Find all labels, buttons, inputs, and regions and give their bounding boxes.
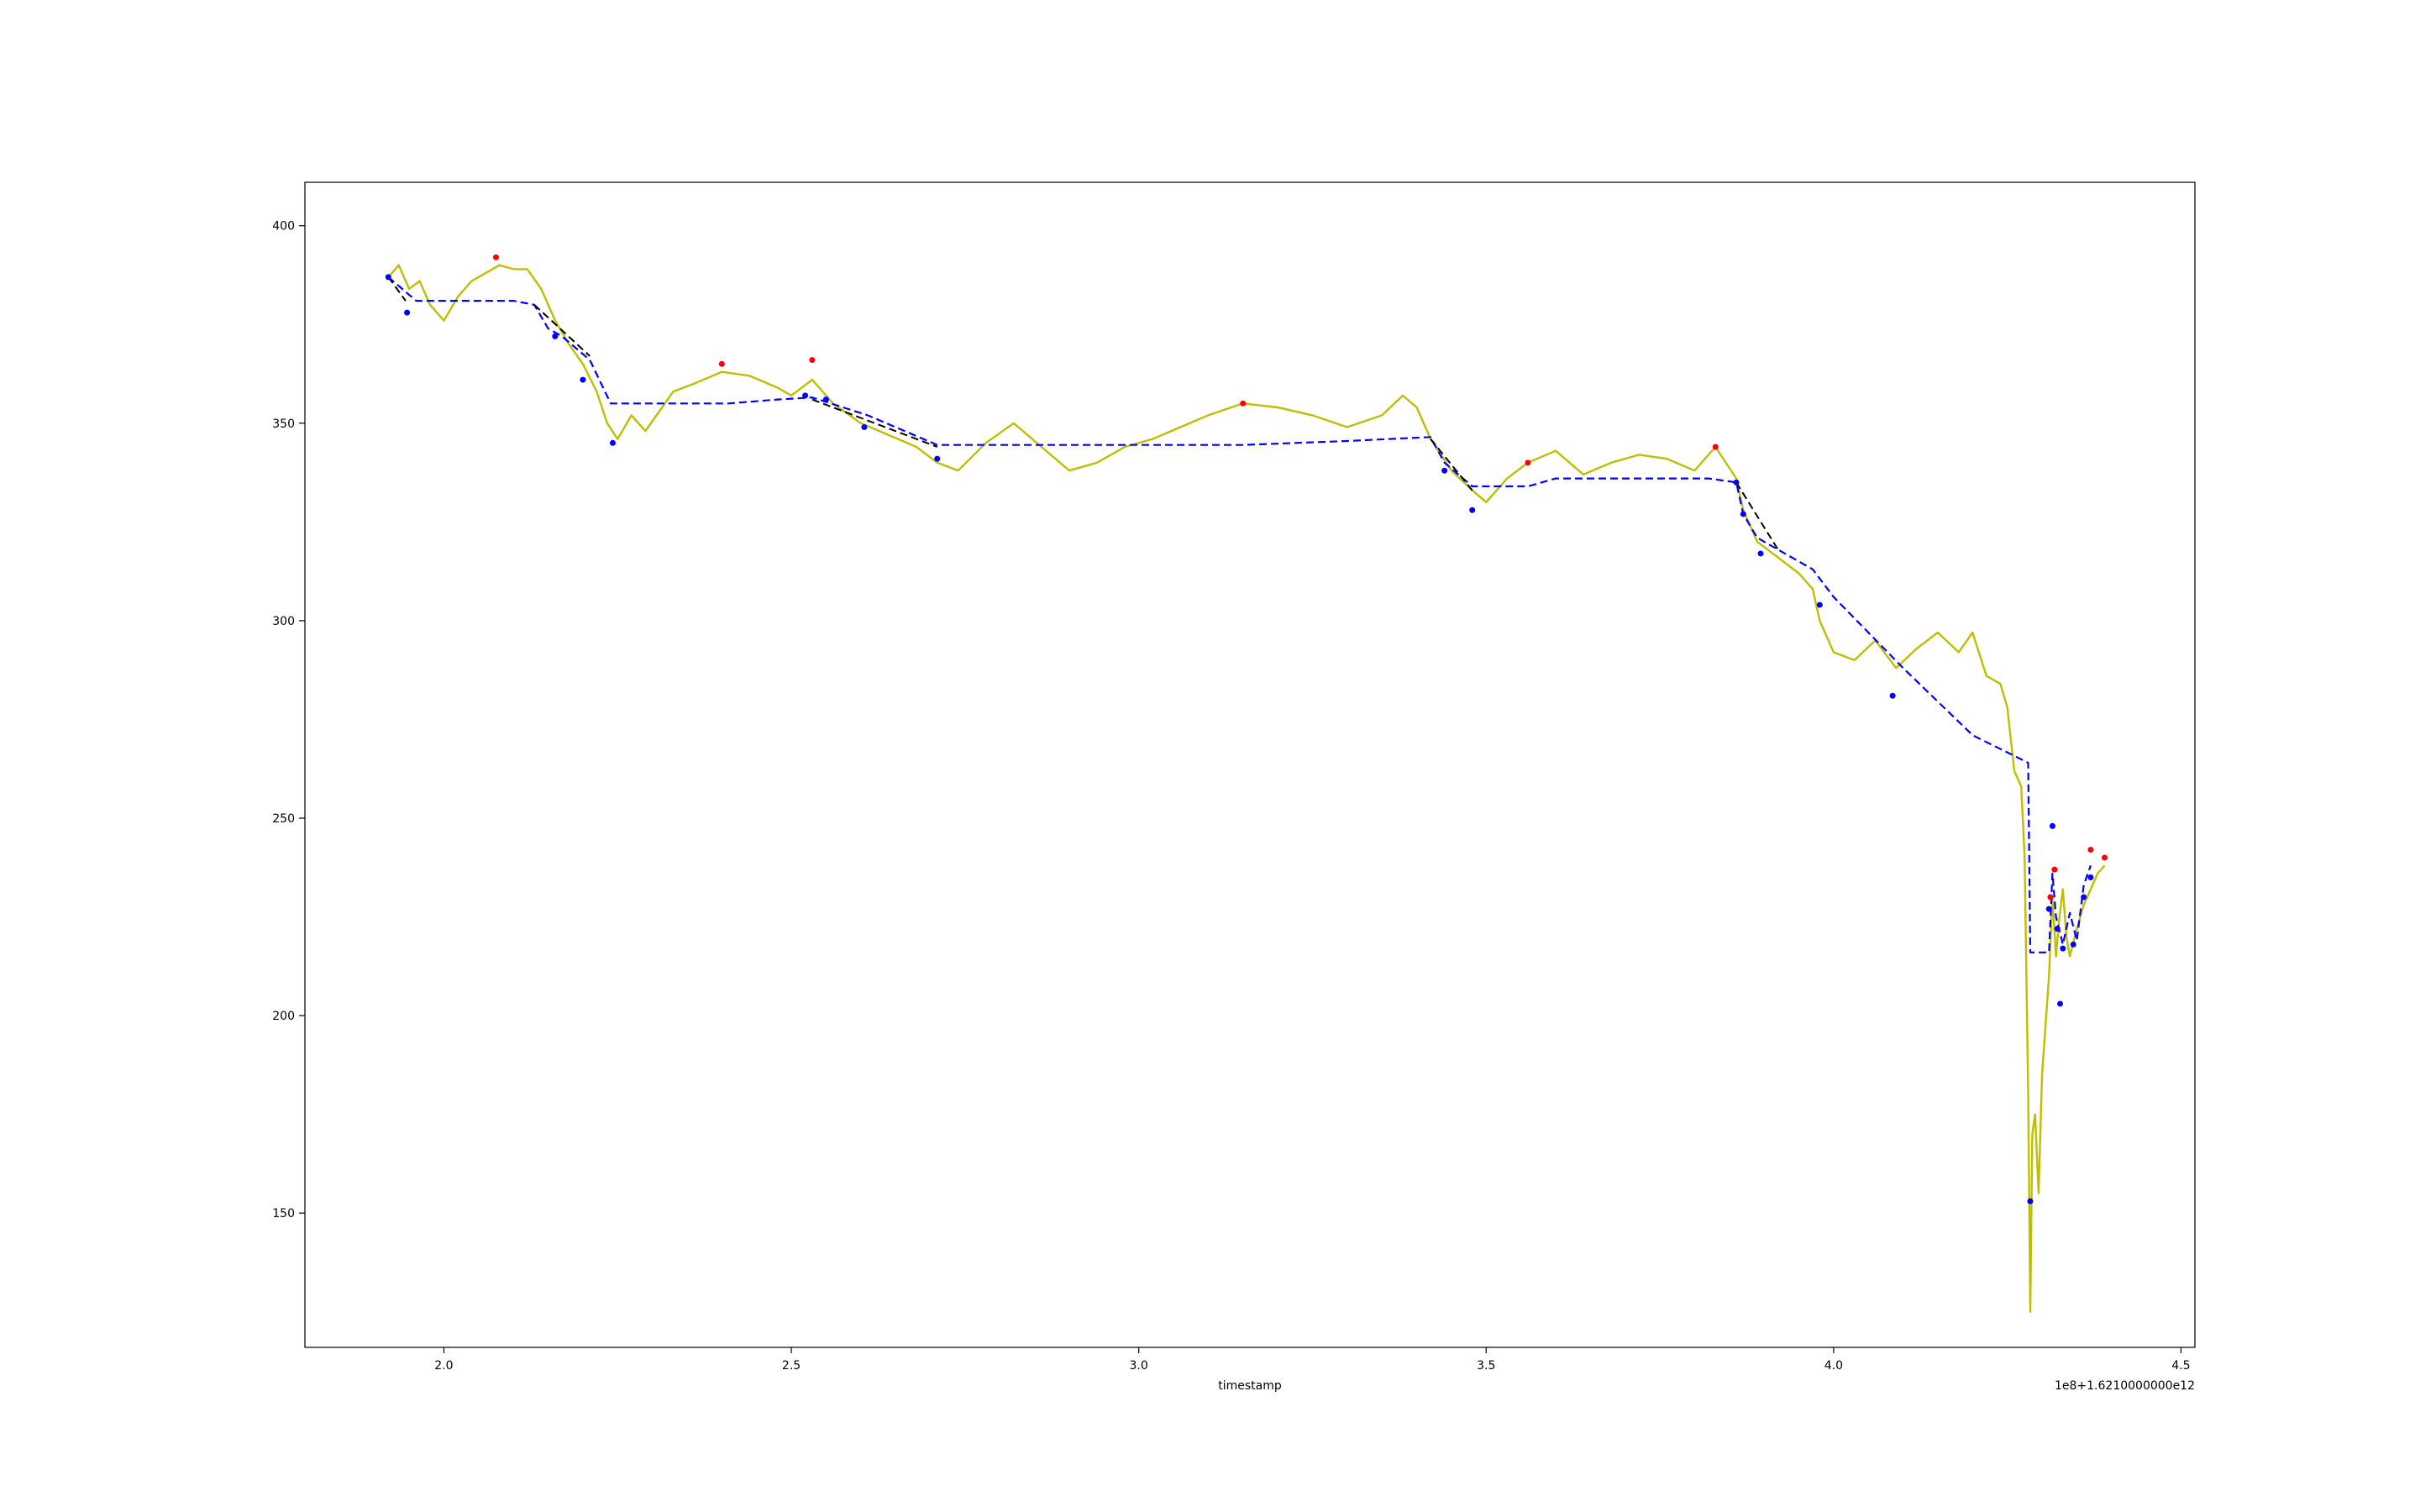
low-marker	[861, 424, 868, 431]
low-marker	[1441, 467, 1448, 474]
y-tick-label: 150	[272, 1207, 295, 1221]
high-marker	[1525, 459, 1531, 466]
y-tick-label: 350	[272, 417, 295, 431]
low-marker	[1733, 479, 1740, 486]
x-axis-label: timestamp	[1218, 1379, 1282, 1393]
y-tick-label: 250	[272, 812, 295, 826]
high-marker	[1240, 400, 1247, 407]
low-marker	[2054, 926, 2061, 932]
plot-frame	[304, 181, 2196, 1348]
trend-dark-segment	[387, 276, 407, 302]
trend-line	[387, 276, 2092, 953]
low-marker	[2070, 941, 2076, 948]
high-marker	[2051, 866, 2058, 873]
low-marker	[385, 274, 391, 281]
x-tick-label: 4.0	[1824, 1359, 1843, 1373]
y-tick-label: 200	[272, 1010, 295, 1023]
x-axis-ticks: 2.0 2.5 3.0 3.5 4.0 4.5	[434, 1347, 2191, 1373]
low-marker	[1469, 507, 1476, 513]
plot-content	[385, 254, 2108, 1313]
low-marker	[2027, 1198, 2034, 1205]
low-marker	[404, 309, 411, 316]
x-tick-label: 4.5	[2171, 1359, 2190, 1373]
low-marker	[1757, 550, 1764, 557]
low-marker	[1740, 511, 1746, 517]
x-tick-label: 3.5	[1477, 1359, 1495, 1373]
low-marker	[822, 396, 829, 403]
low-marker	[2045, 906, 2052, 912]
x-tick-label: 2.0	[434, 1359, 453, 1373]
high-marker	[2047, 894, 2054, 900]
x-tick-label: 3.0	[1130, 1359, 1148, 1373]
trend-dark-segment	[533, 304, 591, 357]
high-marker	[2101, 854, 2108, 861]
trend-dark-segment	[1735, 481, 1779, 550]
y-tick-label: 400	[272, 220, 295, 234]
low-marker	[802, 392, 809, 399]
y-tick-label: 300	[272, 615, 295, 628]
low-marker	[552, 333, 559, 339]
low-marker	[580, 376, 586, 383]
low-marker	[609, 439, 616, 446]
low-marker	[2087, 874, 2094, 880]
low-marker	[2049, 822, 2055, 829]
low-marker	[2057, 1000, 2064, 1007]
x-axis-offset-text: 1e8+1.6210000000e12	[2055, 1379, 2195, 1393]
high-marker	[718, 360, 725, 367]
high-marker	[1712, 444, 1719, 450]
low-marker	[2081, 894, 2087, 900]
low-marker	[934, 455, 941, 462]
y-axis-ticks: 150 200 250 300 350 400	[272, 220, 305, 1221]
low-marker	[1889, 692, 1896, 699]
high-marker	[809, 357, 816, 364]
low-marker	[1816, 601, 1823, 608]
low-marker	[2060, 945, 2066, 952]
trend-dark-segment	[811, 398, 938, 448]
high-marker	[492, 254, 499, 260]
x-tick-label: 2.5	[782, 1359, 801, 1373]
high-marker	[2087, 847, 2094, 853]
